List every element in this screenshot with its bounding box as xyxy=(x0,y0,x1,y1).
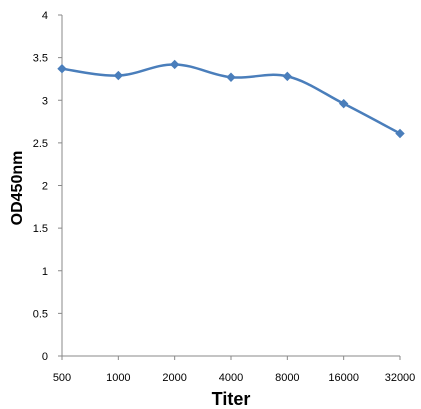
y-tick-label: 4 xyxy=(42,10,48,22)
data-point-marker xyxy=(395,128,405,139)
x-tick-label: 4000 xyxy=(219,372,243,384)
x-axis-title: Titer xyxy=(212,389,251,409)
y-tick-label: 3.5 xyxy=(33,53,48,65)
x-tick-label: 500 xyxy=(53,372,71,384)
y-tick-label: 2 xyxy=(42,181,48,193)
data-point-marker xyxy=(57,64,67,74)
y-tick-label: 2.5 xyxy=(33,138,48,150)
x-tick-label: 16000 xyxy=(328,372,359,384)
y-axis-title: OD450nm xyxy=(9,151,26,226)
x-tick-label: 2000 xyxy=(162,372,186,384)
y-tick-label: 1 xyxy=(42,266,48,278)
x-tick-group: 500 1000 2000 4000 8000 16000 32000 xyxy=(53,356,415,384)
series-group xyxy=(57,59,405,139)
y-axis: 0 0.5 1 1.5 2 2.5 3 3.5 4 xyxy=(33,10,63,363)
data-point-marker xyxy=(282,71,293,82)
x-tick-label: 1000 xyxy=(106,372,130,384)
y-tick-label: 0 xyxy=(42,351,48,363)
x-axis: 500 1000 2000 4000 8000 16000 32000 xyxy=(53,355,415,384)
x-tick-label: 32000 xyxy=(385,372,416,384)
data-point-marker xyxy=(169,59,180,70)
data-point-marker xyxy=(113,70,124,81)
data-point-marker xyxy=(226,72,236,82)
data-point-marker xyxy=(338,98,349,109)
y-tick-group: 0 0.5 1 1.5 2 2.5 3 3.5 4 xyxy=(33,10,62,363)
y-tick-label: 0.5 xyxy=(33,308,48,320)
x-tick-label: 8000 xyxy=(275,372,299,384)
y-tick-label: 3 xyxy=(42,95,48,107)
y-tick-label: 1.5 xyxy=(33,223,48,235)
